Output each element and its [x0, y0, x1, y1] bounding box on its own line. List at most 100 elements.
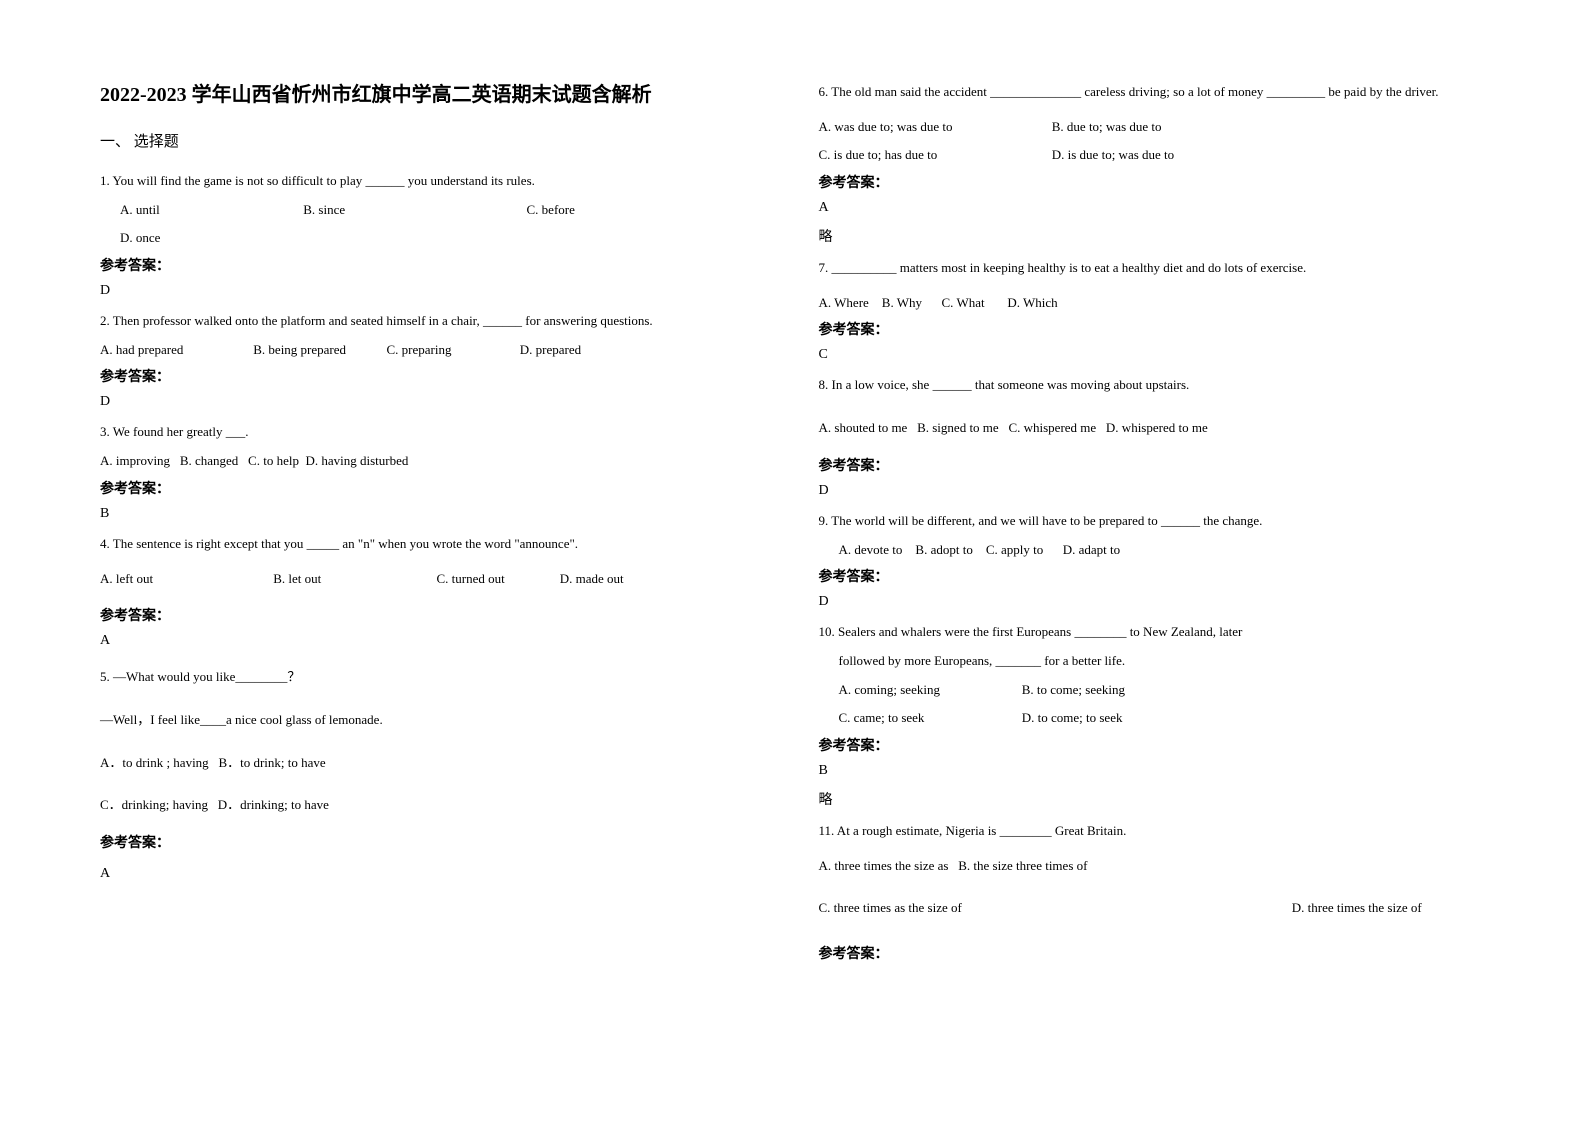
q2-opt-b: B. being prepared	[253, 338, 383, 363]
q7-answer: C	[819, 347, 1488, 363]
q3-opt-c: C. to help	[248, 453, 299, 468]
q4-opt-c: C. turned out	[437, 567, 557, 592]
question-9: 9. The world will be different, and we w…	[819, 509, 1488, 534]
q8-opt-b: B. signed to me	[917, 420, 999, 435]
q10-lue: 略	[819, 789, 1488, 809]
q2-answer: D	[100, 394, 769, 410]
q4-opt-b: B. let out	[273, 567, 433, 592]
q4-answer-label: 参考答案：	[100, 605, 769, 625]
q6-opt-d: D. is due to; was due to	[1052, 147, 1174, 162]
question-7-options: A. Where B. Why C. What D. Which	[819, 291, 1488, 316]
q9-opt-d: D. adapt to	[1063, 542, 1120, 557]
question-11-options-row1: A. three times the size as B. the size t…	[819, 854, 1488, 879]
q9-opt-b: B. adopt to	[915, 542, 972, 557]
q1-answer-label: 参考答案：	[100, 255, 769, 275]
q6-opt-c: C. is due to; has due to	[819, 143, 1049, 168]
q11-opt-d: D. three times the size of	[1292, 900, 1422, 915]
q5-opt-d: D．drinking; to have	[218, 797, 329, 812]
q10-opt-a: A. coming; seeking	[839, 678, 1019, 703]
q2-opt-a: A. had prepared	[100, 338, 250, 363]
q6-answer: A	[819, 200, 1488, 216]
q3-opt-d: D. having disturbed	[305, 453, 408, 468]
question-9-options: A. devote to B. adopt to C. apply to D. …	[819, 538, 1488, 563]
question-10-options-row2: C. came; to seek D. to come; to seek	[819, 706, 1488, 731]
q11-answer-label: 参考答案：	[819, 943, 1488, 963]
q5-opt-c: C．drinking; having	[100, 797, 208, 812]
question-1-options-row1: A. until B. since C. before	[100, 198, 769, 223]
q5-answer: A	[100, 866, 769, 882]
q3-answer: B	[100, 506, 769, 522]
q1-answer: D	[100, 283, 769, 299]
q3-answer-label: 参考答案：	[100, 478, 769, 498]
q6-answer-label: 参考答案：	[819, 172, 1488, 192]
q11-opt-a: A. three times the size as	[819, 858, 949, 873]
section-heading: 一、 选择题	[100, 130, 769, 151]
q10-answer: B	[819, 763, 1488, 779]
q5-opt-b: B．to drink; to have	[218, 755, 325, 770]
q10-opt-d: D. to come; to seek	[1022, 710, 1123, 725]
q9-opt-a: A. devote to	[839, 542, 903, 557]
q1-opt-b: B. since	[303, 198, 523, 223]
q8-opt-a: A. shouted to me	[819, 420, 908, 435]
q10-opt-c: C. came; to seek	[839, 706, 1019, 731]
question-2: 2. Then professor walked onto the platfo…	[100, 309, 769, 334]
q1-opt-c: C. before	[527, 202, 575, 217]
q5-opt-a: A．to drink ; having	[100, 755, 209, 770]
q4-opt-d: D. made out	[560, 571, 624, 586]
q10-opt-b: B. to come; seeking	[1022, 682, 1125, 697]
q9-answer-label: 参考答案：	[819, 566, 1488, 586]
q3-opt-a: A. improving	[100, 453, 170, 468]
question-5-line1: 5. —What would you like________？	[100, 665, 769, 690]
q4-opt-a: A. left out	[100, 567, 270, 592]
question-1-options-row2: D. once	[100, 226, 769, 251]
question-2-options: A. had prepared B. being prepared C. pre…	[100, 338, 769, 363]
question-5-options-row1: A．to drink ; having B．to drink; to have	[100, 751, 769, 776]
question-6-options-row1: A. was due to; was due to B. due to; was…	[819, 115, 1488, 140]
q7-opt-d: D. Which	[1007, 295, 1057, 310]
q5-answer-label: 参考答案：	[100, 832, 769, 852]
q6-lue: 略	[819, 226, 1488, 246]
question-5-options-row2: C．drinking; having D．drinking; to have	[100, 793, 769, 818]
q11-opt-b: B. the size three times of	[958, 858, 1087, 873]
q8-answer-label: 参考答案：	[819, 455, 1488, 475]
q7-answer-label: 参考答案：	[819, 319, 1488, 339]
q8-opt-d: D. whispered to me	[1106, 420, 1208, 435]
q8-opt-c: C. whispered me	[1008, 420, 1096, 435]
question-4: 4. The sentence is right except that you…	[100, 532, 769, 557]
q3-opt-b: B. changed	[180, 453, 238, 468]
question-3-options: A. improving B. changed C. to help D. ha…	[100, 449, 769, 474]
question-4-options: A. left out B. let out C. turned out D. …	[100, 567, 769, 592]
q9-opt-c: C. apply to	[986, 542, 1043, 557]
question-7: 7. __________ matters most in keeping he…	[819, 256, 1488, 281]
q4-answer: A	[100, 633, 769, 649]
q10-answer-label: 参考答案：	[819, 735, 1488, 755]
q9-answer: D	[819, 594, 1488, 610]
q2-opt-d: D. prepared	[520, 342, 581, 357]
q6-opt-a: A. was due to; was due to	[819, 115, 1049, 140]
question-10-options-row1: A. coming; seeking B. to come; seeking	[819, 678, 1488, 703]
question-11: 11. At a rough estimate, Nigeria is ____…	[819, 819, 1488, 844]
q7-opt-c: C. What	[942, 295, 985, 310]
question-6: 6. The old man said the accident _______…	[819, 80, 1488, 105]
question-8-options: A. shouted to me B. signed to me C. whis…	[819, 416, 1488, 441]
left-column: 2022-2023 学年山西省忻州市红旗中学高二英语期末试题含解析 一、 选择题…	[100, 80, 769, 1082]
question-11-options-row2: C. three times as the size of D. three t…	[819, 896, 1488, 921]
question-10-line2: followed by more Europeans, _______ for …	[819, 649, 1488, 674]
q8-answer: D	[819, 483, 1488, 499]
right-column: 6. The old man said the accident _______…	[819, 80, 1488, 1082]
question-6-options-row2: C. is due to; has due to D. is due to; w…	[819, 143, 1488, 168]
q2-opt-c: C. preparing	[387, 338, 517, 363]
question-10-line1: 10. Sealers and whalers were the first E…	[819, 620, 1488, 645]
q1-opt-a: A. until	[120, 198, 300, 223]
q6-opt-b: B. due to; was due to	[1052, 119, 1162, 134]
question-5-line2: —Well，I feel like____a nice cool glass o…	[100, 708, 769, 733]
q11-opt-c: C. three times as the size of	[819, 896, 1289, 921]
q1-opt-d: D. once	[120, 230, 160, 245]
q2-answer-label: 参考答案：	[100, 366, 769, 386]
question-3: 3. We found her greatly ___.	[100, 420, 769, 445]
question-1: 1. You will find the game is not so diff…	[100, 169, 769, 194]
q7-opt-b: B. Why	[882, 295, 922, 310]
q7-opt-a: A. Where	[819, 295, 869, 310]
question-8: 8. In a low voice, she ______ that someo…	[819, 373, 1488, 398]
document-title: 2022-2023 学年山西省忻州市红旗中学高二英语期末试题含解析	[100, 80, 769, 110]
